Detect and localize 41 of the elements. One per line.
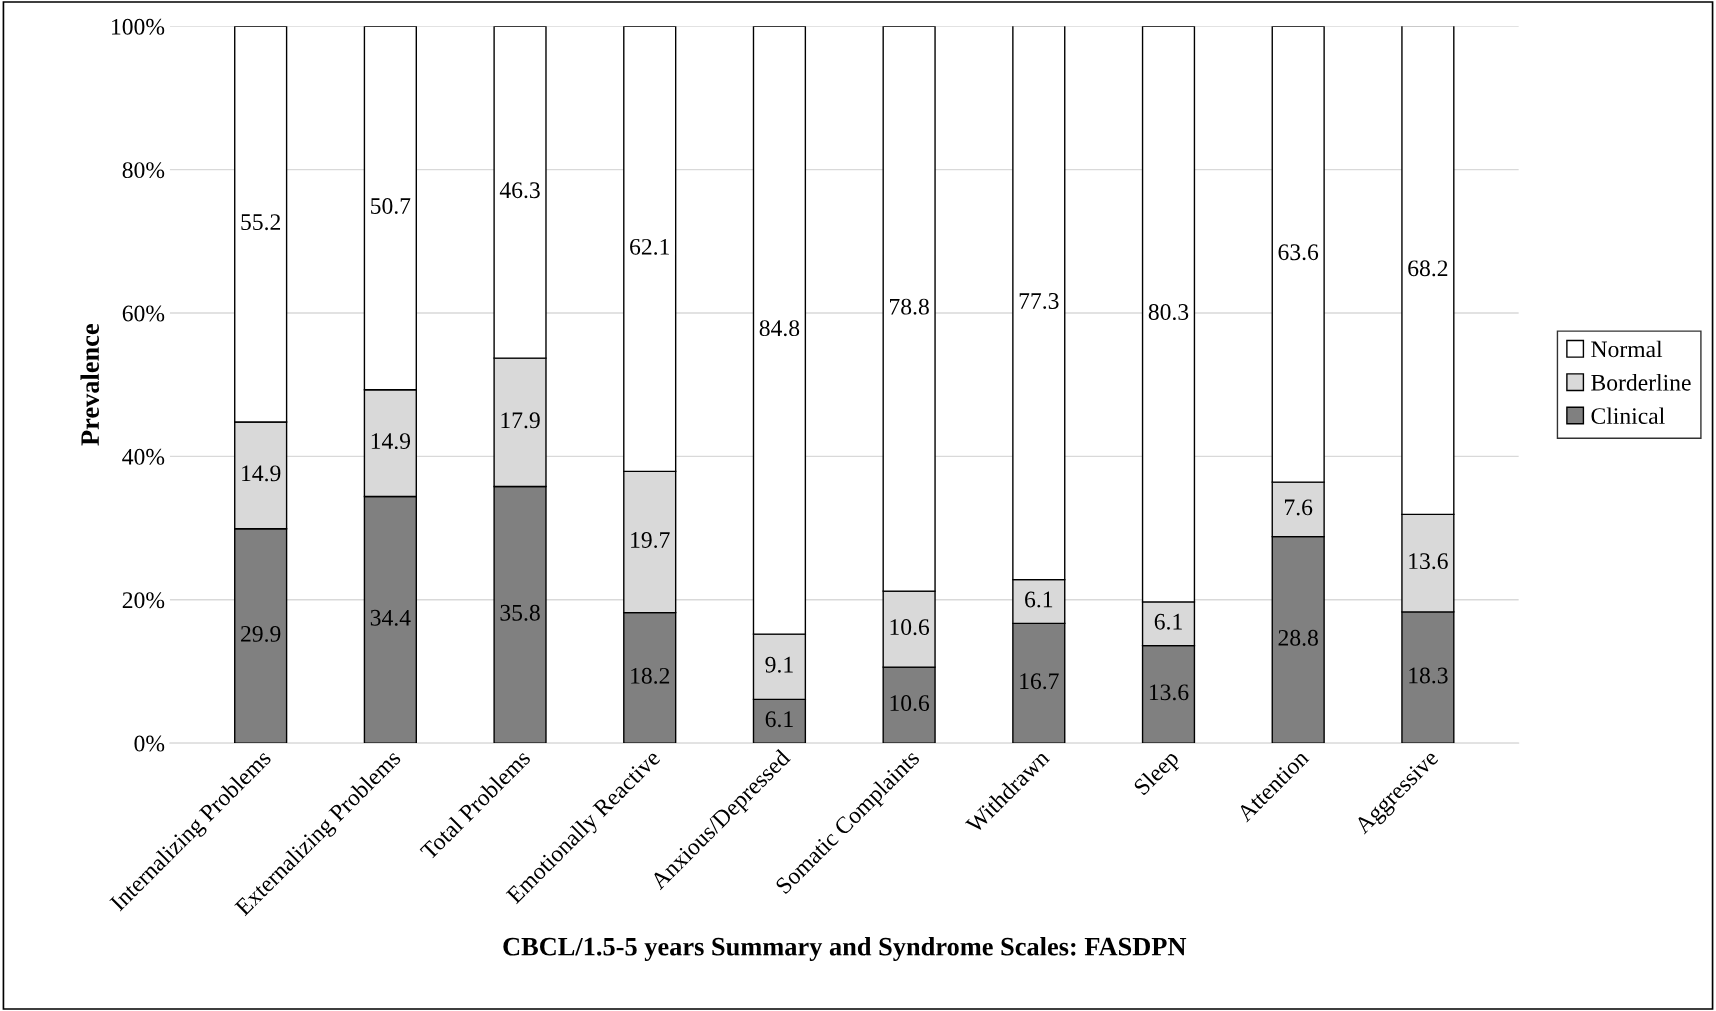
- data-label: 7.6: [1284, 499, 1313, 516]
- y-tick-label: 20%: [122, 592, 165, 609]
- data-label: 77.3: [1019, 293, 1059, 309]
- y-tick-label: 60%: [122, 305, 165, 322]
- data-label: 17.9: [501, 412, 540, 429]
- data-label: 34.4: [370, 609, 411, 626]
- data-label: 6.1: [1154, 613, 1182, 630]
- legend-label: Clinical: [1591, 407, 1665, 425]
- data-label: 6.1: [765, 711, 793, 728]
- data-label: 10.6: [890, 695, 930, 712]
- data-label: 14.9: [371, 433, 411, 450]
- y-tick-label: 100%: [112, 18, 165, 35]
- data-label: 63.6: [1278, 244, 1319, 261]
- data-label: 16.7: [1020, 673, 1059, 690]
- data-label: 13.6: [1149, 684, 1189, 701]
- data-label: 55.2: [241, 214, 281, 231]
- data-label: 50.7: [371, 197, 411, 215]
- data-label: 46.3: [499, 182, 540, 199]
- y-axis-title: Prevalence: [80, 324, 100, 446]
- legend-label: Normal: [1591, 340, 1663, 358]
- y-tick-label: 0%: [134, 735, 165, 752]
- data-label: 6.1: [1025, 591, 1053, 608]
- data-label: 18.3: [1409, 667, 1448, 684]
- data-label: 28.8: [1278, 629, 1318, 646]
- data-label: 68.2: [1408, 260, 1448, 277]
- data-label: 13.6: [1409, 553, 1448, 570]
- y-tick-label: 40%: [122, 448, 165, 465]
- data-label: 80.3: [1148, 304, 1189, 321]
- x-axis-title: CBCL/1.5-5 years Summary and Syndrome Scales: FASDPN: [503, 936, 1187, 961]
- data-label: 9.1: [765, 656, 793, 673]
- data-label: 84.8: [759, 320, 800, 337]
- data-label: 29.9: [241, 625, 281, 642]
- y-tick-label: 80%: [122, 162, 165, 179]
- data-label: 62.1: [630, 238, 669, 255]
- legend-label: Borderline: [1591, 374, 1691, 391]
- data-label: 19.7: [631, 532, 670, 549]
- data-label: 35.8: [500, 604, 540, 621]
- data-label: 10.6: [890, 619, 930, 636]
- data-label: 14.9: [242, 465, 281, 482]
- data-label: 18.2: [631, 667, 670, 684]
- data-label: 78.8: [890, 298, 929, 315]
